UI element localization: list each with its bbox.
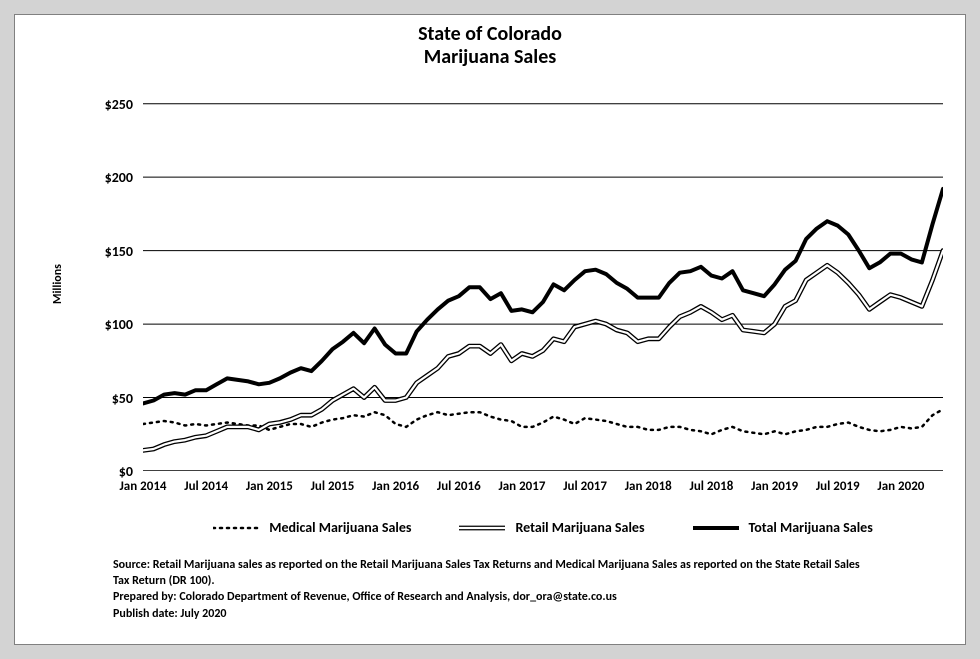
- legend-item: Retail Marijuana Sales: [459, 519, 644, 536]
- legend-sample-icon: [693, 521, 739, 535]
- plot-area: [143, 89, 943, 471]
- x-tick-label: Jan 2015: [246, 479, 293, 494]
- y-axis-label: Millions: [51, 264, 65, 304]
- x-tick-label: Jul 2016: [437, 479, 481, 494]
- x-tick-label: Jan 2019: [751, 479, 798, 494]
- x-tick-label: Jan 2018: [625, 479, 672, 494]
- legend-sample-icon: [213, 521, 259, 535]
- y-tick-label: $200: [15, 169, 133, 186]
- y-tick-label: $50: [15, 390, 133, 407]
- chart-footer: Source: Retail Marijuana sales as report…: [113, 557, 945, 622]
- footer-prepared-by: Prepared by: Colorado Department of Reve…: [113, 589, 945, 605]
- legend: Medical Marijuana Sales Retail Marijuana …: [143, 519, 943, 536]
- chart-title-line2: Marijuana Sales: [15, 46, 965, 69]
- legend-label: Medical Marijuana Sales: [269, 519, 411, 536]
- legend-label: Total Marijuana Sales: [749, 519, 873, 536]
- x-tick-label: Jul 2015: [311, 479, 355, 494]
- x-tick-label: Jan 2017: [498, 479, 545, 494]
- x-tick-label: Jul 2019: [816, 479, 860, 494]
- x-tick-label: Jul 2018: [690, 479, 734, 494]
- legend-item: Medical Marijuana Sales: [213, 519, 411, 536]
- y-tick-label: $100: [15, 316, 133, 333]
- footer-publish-date: Publish date: July 2020: [113, 606, 945, 622]
- y-tick-label: $150: [15, 243, 133, 260]
- legend-item: Total Marijuana Sales: [693, 519, 873, 536]
- y-tick-label: $0: [15, 463, 133, 480]
- footer-source-line1: Source: Retail Marijuana sales as report…: [113, 557, 945, 573]
- chart-title-line1: State of Colorado: [15, 23, 965, 46]
- page-background: State of Colorado Marijuana Sales Millio…: [0, 0, 980, 659]
- chart-title: State of Colorado Marijuana Sales: [15, 23, 965, 69]
- legend-sample-icon: [459, 521, 505, 535]
- x-tick-label: Jul 2017: [563, 479, 607, 494]
- chart-panel: State of Colorado Marijuana Sales Millio…: [14, 14, 966, 645]
- y-tick-label: $250: [15, 96, 133, 113]
- legend-label: Retail Marijuana Sales: [515, 519, 644, 536]
- footer-source-line2: Tax Return (DR 100).: [113, 573, 945, 589]
- x-tick-label: Jan 2016: [372, 479, 419, 494]
- x-tick-label: Jan 2020: [877, 479, 924, 494]
- x-tick-label: Jul 2014: [184, 479, 228, 494]
- x-tick-label: Jan 2014: [120, 479, 167, 494]
